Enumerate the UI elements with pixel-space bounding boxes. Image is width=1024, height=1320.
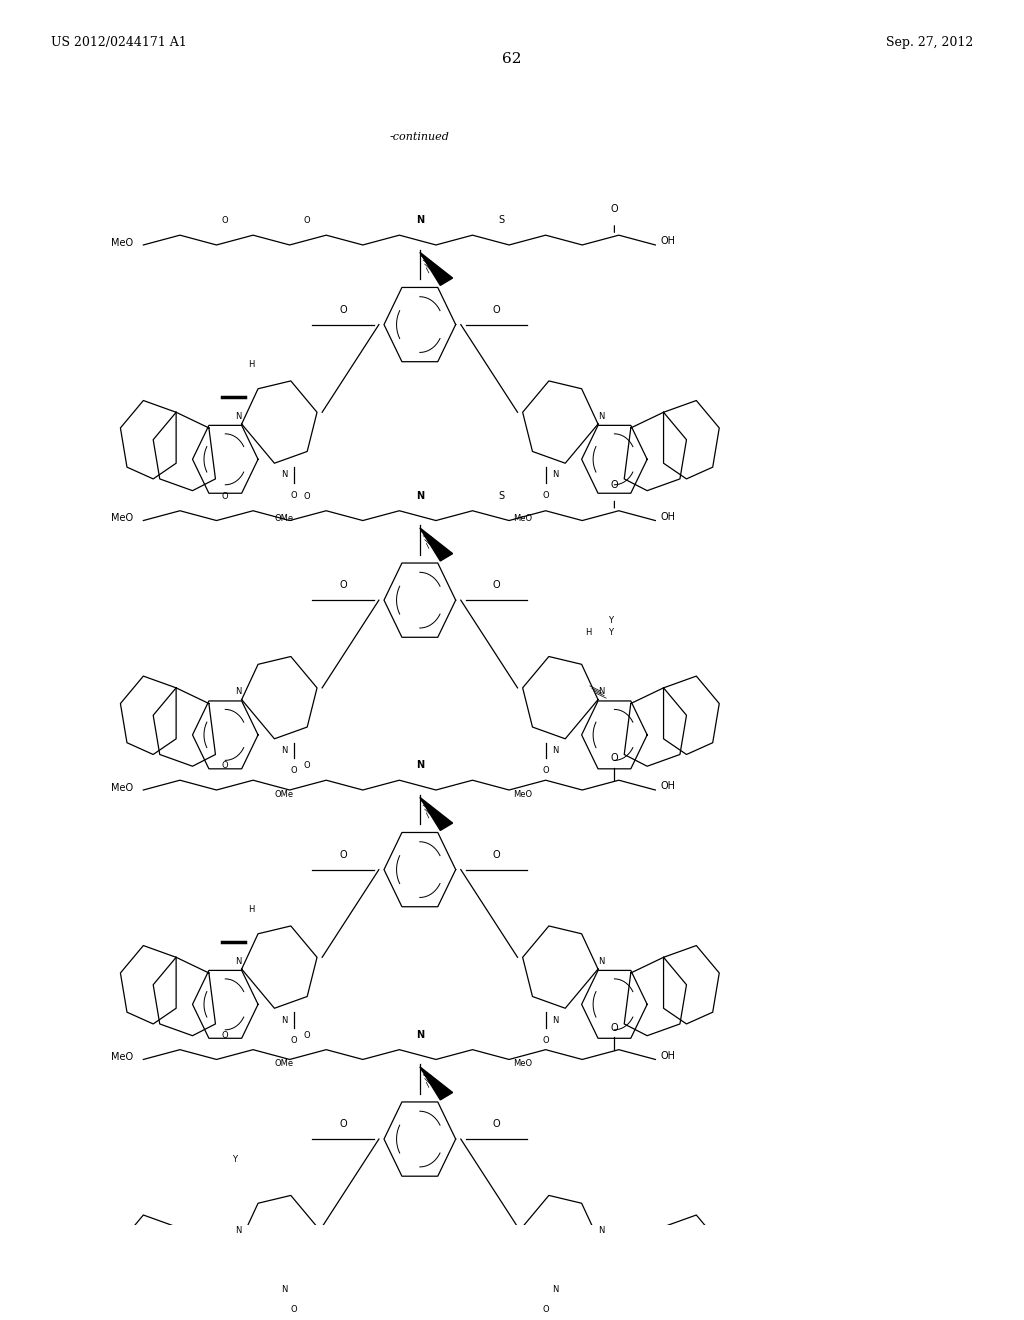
Text: O: O xyxy=(493,305,501,314)
Text: H: H xyxy=(248,906,255,915)
Text: Y: Y xyxy=(231,1155,237,1164)
Text: Y: Y xyxy=(608,616,612,626)
Text: O: O xyxy=(304,1031,310,1040)
Text: O: O xyxy=(222,762,228,771)
Text: N: N xyxy=(236,688,242,696)
Text: OH: OH xyxy=(660,781,676,791)
Text: O: O xyxy=(222,492,228,502)
Text: MeO: MeO xyxy=(111,513,133,523)
Text: OMe: OMe xyxy=(274,789,294,799)
Text: MeO: MeO xyxy=(513,515,532,523)
Polygon shape xyxy=(420,528,453,561)
Text: N: N xyxy=(416,1030,424,1040)
Text: O: O xyxy=(291,1036,297,1044)
Text: S: S xyxy=(499,491,505,502)
Text: O: O xyxy=(493,581,501,590)
Text: MeO: MeO xyxy=(513,1059,532,1068)
Text: O: O xyxy=(543,491,549,500)
Text: N: N xyxy=(552,1015,559,1024)
Text: O: O xyxy=(543,1305,549,1315)
Text: MeO: MeO xyxy=(111,238,133,248)
Text: O: O xyxy=(493,850,501,859)
Text: O: O xyxy=(339,581,347,590)
Text: O: O xyxy=(304,762,310,771)
Text: N: N xyxy=(236,412,242,421)
Text: Sep. 27, 2012: Sep. 27, 2012 xyxy=(886,37,973,49)
Text: O: O xyxy=(610,205,618,214)
Text: H: H xyxy=(585,628,592,638)
Text: MeO: MeO xyxy=(513,789,532,799)
Text: Y: Y xyxy=(608,628,612,638)
Text: O: O xyxy=(222,216,228,226)
Text: O: O xyxy=(610,752,618,763)
Text: O: O xyxy=(339,850,347,859)
Text: N: N xyxy=(598,957,604,966)
Text: MeO: MeO xyxy=(111,783,133,792)
Text: N: N xyxy=(552,746,559,755)
Text: -continued: -continued xyxy=(389,132,449,143)
Text: N: N xyxy=(552,470,559,479)
Text: N: N xyxy=(281,746,288,755)
Text: N: N xyxy=(236,1226,242,1236)
Text: N: N xyxy=(281,470,288,479)
Text: N: N xyxy=(281,1015,288,1024)
Text: MeO: MeO xyxy=(111,1052,133,1063)
Text: N: N xyxy=(416,215,424,226)
Polygon shape xyxy=(420,252,453,285)
Text: O: O xyxy=(222,1031,228,1040)
Text: H: H xyxy=(248,360,255,370)
Text: O: O xyxy=(543,766,549,775)
Text: OMe: OMe xyxy=(274,1059,294,1068)
Text: OH: OH xyxy=(660,512,676,521)
Text: O: O xyxy=(610,480,618,490)
Text: S: S xyxy=(499,215,505,226)
Text: OMe: OMe xyxy=(274,515,294,523)
Text: O: O xyxy=(339,1119,347,1130)
Text: N: N xyxy=(416,760,424,771)
Text: O: O xyxy=(610,1023,618,1032)
Polygon shape xyxy=(420,1067,453,1100)
Text: N: N xyxy=(598,1226,604,1236)
Text: O: O xyxy=(543,1036,549,1044)
Text: O: O xyxy=(304,492,310,502)
Text: OH: OH xyxy=(660,236,676,247)
Text: O: O xyxy=(493,1119,501,1130)
Text: O: O xyxy=(304,216,310,226)
Text: US 2012/0244171 A1: US 2012/0244171 A1 xyxy=(51,37,187,49)
Polygon shape xyxy=(420,797,453,830)
Text: N: N xyxy=(552,1284,559,1294)
Text: N: N xyxy=(281,1284,288,1294)
Text: O: O xyxy=(291,1305,297,1315)
Text: N: N xyxy=(598,412,604,421)
Text: N: N xyxy=(416,491,424,502)
Text: OH: OH xyxy=(660,1051,676,1061)
Text: N: N xyxy=(598,688,604,696)
Text: O: O xyxy=(339,305,347,314)
Text: N: N xyxy=(236,957,242,966)
Text: O: O xyxy=(291,491,297,500)
Text: O: O xyxy=(291,766,297,775)
Text: 62: 62 xyxy=(502,51,522,66)
